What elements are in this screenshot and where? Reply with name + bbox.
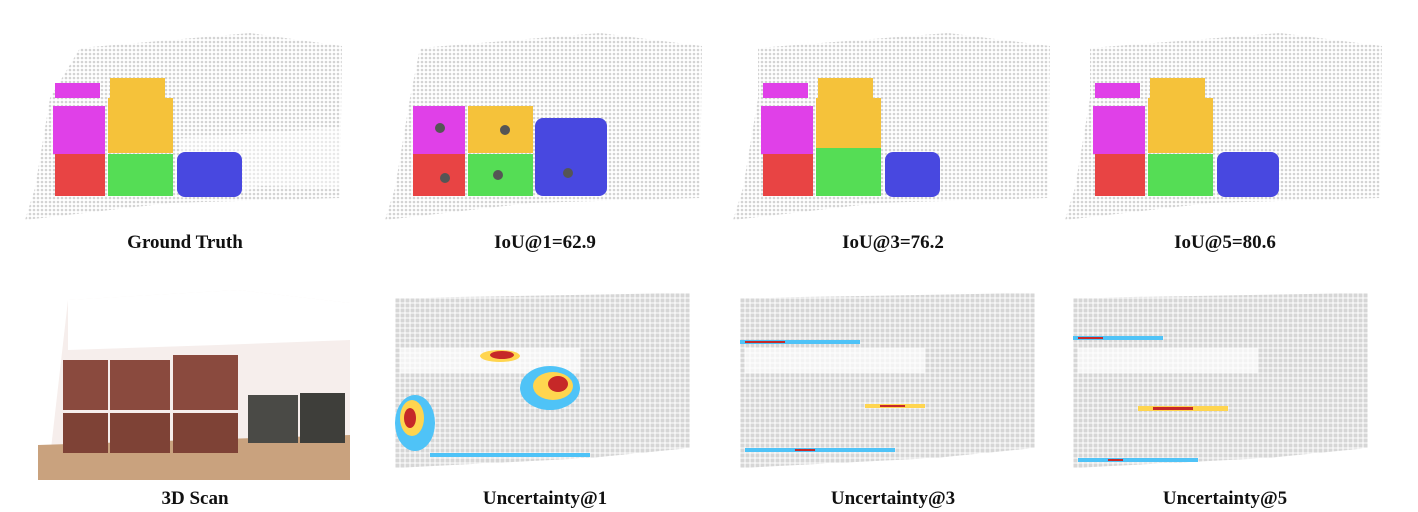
uncertainty1-map <box>395 293 690 468</box>
click-dot <box>435 123 445 133</box>
heat-strip <box>430 453 590 457</box>
click-dot <box>563 168 573 178</box>
caption-uncertainty3: Uncertainty@3 <box>830 488 956 509</box>
heat-strip <box>1078 458 1198 462</box>
caption-iou5: IoU@5=80.6 <box>1174 232 1276 253</box>
segment-blue <box>177 152 242 197</box>
scan-box <box>110 413 170 453</box>
heat-strip <box>745 448 895 452</box>
segment-green <box>1148 154 1213 196</box>
segment-blue <box>885 152 940 197</box>
click-dot <box>440 173 450 183</box>
heat-strip <box>740 340 860 344</box>
iou1-pointcloud <box>385 33 702 220</box>
caption-3d-scan: 3D Scan <box>161 488 229 509</box>
heat-spot <box>548 376 568 392</box>
scan-box <box>173 355 238 410</box>
uncertainty1-panel <box>390 288 720 488</box>
uncertainty5-panel <box>1068 288 1398 488</box>
heat-spot <box>490 351 514 359</box>
heat-strip <box>795 449 815 451</box>
segment-magenta <box>53 106 105 154</box>
caption-ground-truth: Ground Truth <box>127 232 243 253</box>
segment-green <box>108 154 173 196</box>
segment-green <box>816 148 881 196</box>
uncertainty3-panel <box>735 288 1065 488</box>
heat-strip <box>1073 336 1163 340</box>
background-grid <box>740 293 1035 468</box>
scan-box <box>110 360 170 410</box>
scan-dark-box <box>300 393 345 443</box>
uncertainty3-map <box>740 293 1035 468</box>
segment-magenta-top <box>55 83 100 98</box>
gap <box>745 348 925 373</box>
iou3-panel <box>728 28 1058 228</box>
heat-strip <box>1108 459 1123 461</box>
segment-blue <box>535 118 607 196</box>
uncertainty5-map <box>1073 293 1368 468</box>
segment-red <box>1095 154 1145 196</box>
segment-yellow <box>1148 98 1213 153</box>
caption-iou3: IoU@3=76.2 <box>842 232 944 253</box>
scan-box <box>173 413 238 453</box>
caption-uncertainty5: Uncertainty@5 <box>1162 488 1288 509</box>
click-dot <box>500 125 510 135</box>
caption-iou1: IoU@1=62.9 <box>494 232 596 253</box>
segment-magenta-top <box>763 83 808 98</box>
iou3-pointcloud <box>733 33 1050 220</box>
scan-dark-box <box>248 395 298 443</box>
iou1-panel <box>380 28 710 228</box>
heat-strip <box>880 405 905 407</box>
segment-magenta <box>1093 106 1145 154</box>
scan-box <box>63 413 108 453</box>
background-grid <box>1073 293 1368 468</box>
ground-truth-panel <box>20 28 350 228</box>
segment-red <box>763 154 813 196</box>
click-dot <box>493 170 503 180</box>
segment-yellow <box>816 98 881 153</box>
segment-yellow-top <box>110 78 165 98</box>
segment-yellow-top <box>1150 78 1205 98</box>
heat-strip <box>1153 407 1193 410</box>
heat-strip <box>1078 337 1103 339</box>
iou5-pointcloud <box>1065 33 1382 220</box>
segment-yellow <box>108 98 173 153</box>
ground-truth-pointcloud <box>25 33 342 220</box>
scan-panel <box>38 285 353 480</box>
segment-magenta-top <box>1095 83 1140 98</box>
gap <box>1078 348 1258 373</box>
heat-strip <box>745 341 785 343</box>
segment-magenta <box>761 106 813 154</box>
segment-yellow-top <box>818 78 873 98</box>
segment-red <box>55 154 105 196</box>
segment-blue <box>1217 152 1279 197</box>
caption-uncertainty1: Uncertainty@1 <box>482 488 608 509</box>
scan-edge <box>68 290 350 350</box>
iou5-panel <box>1060 28 1390 228</box>
scan-image <box>38 290 350 480</box>
scan-box <box>63 360 108 410</box>
segment-red <box>413 154 465 196</box>
heat-spot <box>404 408 416 428</box>
